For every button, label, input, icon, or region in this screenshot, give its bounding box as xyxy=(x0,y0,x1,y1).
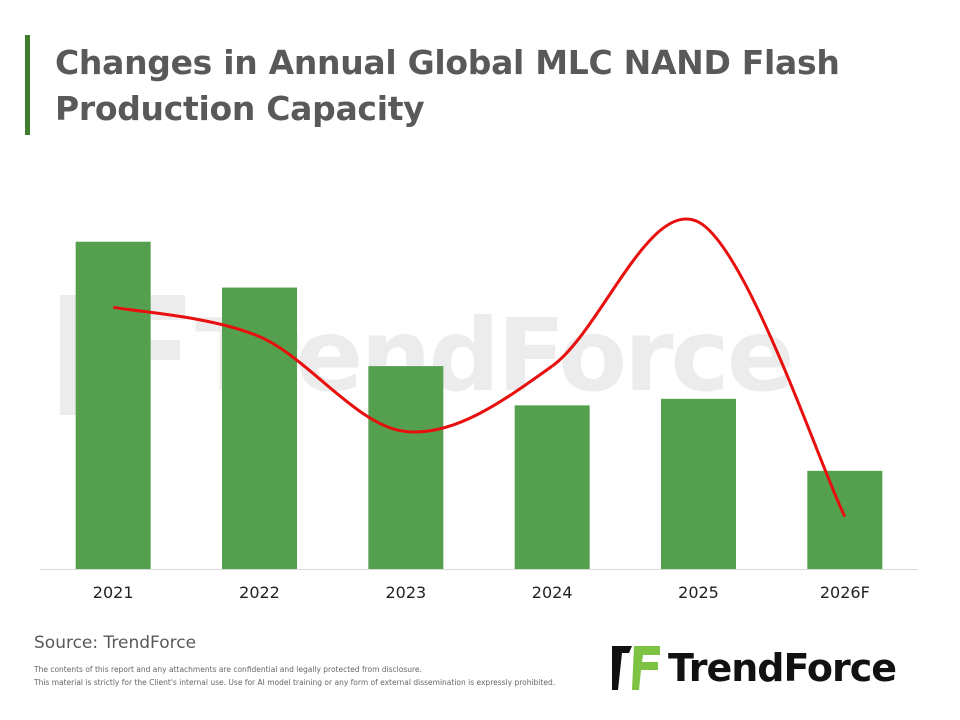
x-tick-label: 2025 xyxy=(678,583,719,602)
disclaimer-line-1: The contents of this report and any atta… xyxy=(34,665,422,674)
disclaimer-line-2: This material is strictly for the Client… xyxy=(34,678,556,687)
logo-text: TrendForce xyxy=(668,646,897,690)
bar-2023 xyxy=(368,366,444,569)
x-tick-label: 2022 xyxy=(239,583,280,602)
x-tick-label: 2023 xyxy=(385,583,426,602)
title-accent-bar xyxy=(25,35,30,135)
bar-2024 xyxy=(514,405,590,569)
x-tick-label: 2021 xyxy=(93,583,134,602)
trendforce-logo: TrendForce xyxy=(612,646,897,690)
bar-2021 xyxy=(75,241,151,569)
bar-2022 xyxy=(222,287,297,569)
chart-title: Changes in Annual Global MLC NAND Flash … xyxy=(55,43,840,128)
trendforce-logo-icon xyxy=(612,646,660,690)
bar-2025 xyxy=(661,398,736,569)
source-label: Source: TrendForce xyxy=(34,633,197,653)
x-tick-label: 2024 xyxy=(532,583,573,602)
x-tick-label: 2026F xyxy=(820,583,870,602)
bar-2026F xyxy=(807,470,883,569)
line-series xyxy=(112,217,847,518)
